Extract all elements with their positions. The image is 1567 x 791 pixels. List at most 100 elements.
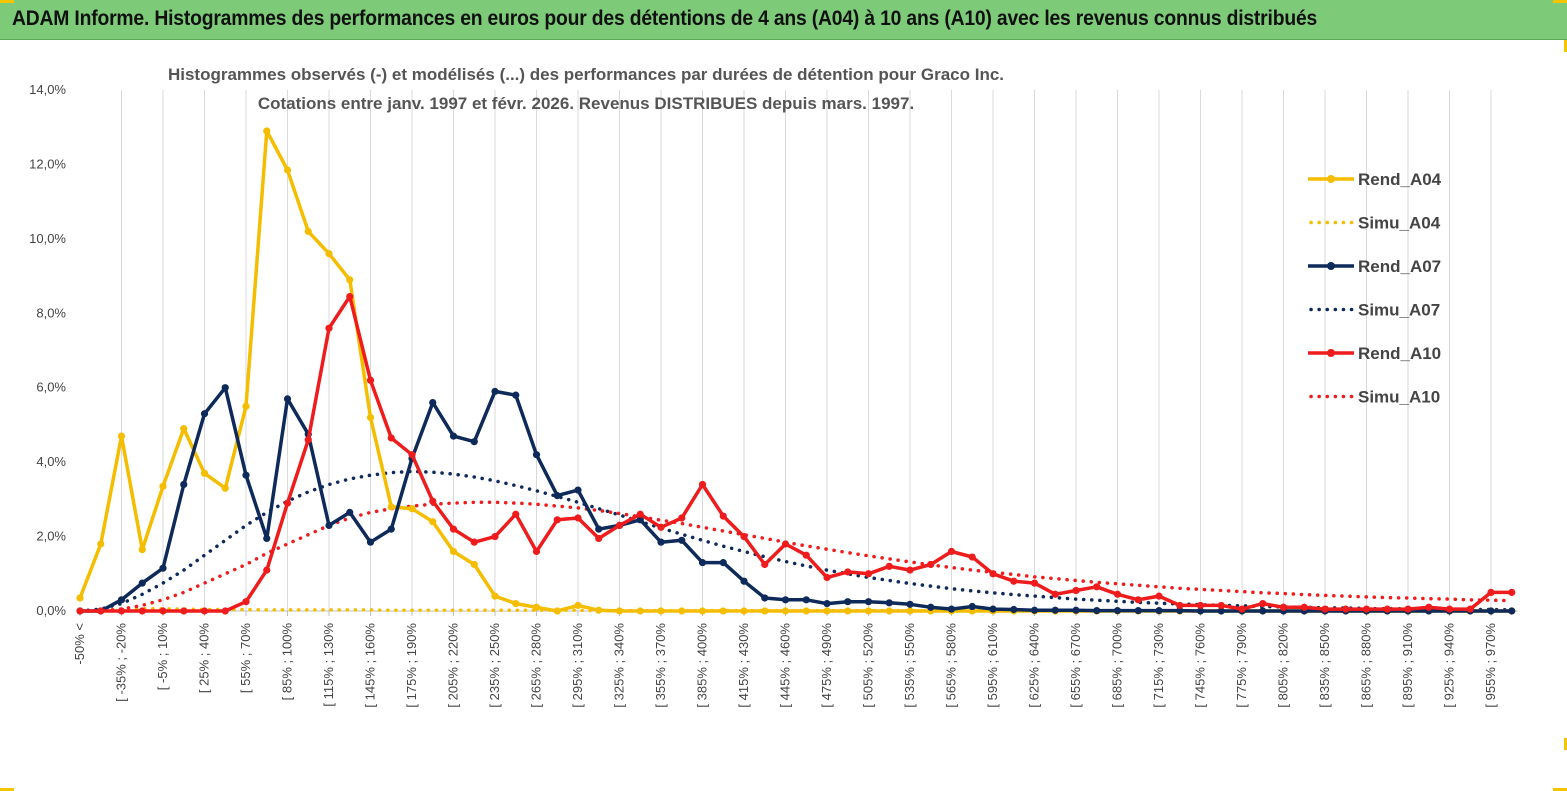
data-point — [885, 599, 893, 607]
data-point — [636, 516, 644, 524]
data-point — [740, 577, 748, 585]
data-point — [595, 525, 603, 533]
data-point — [989, 570, 997, 578]
data-point — [325, 521, 333, 530]
series-line — [78, 500, 1514, 613]
legend-label: Rend_A04 — [1358, 170, 1442, 189]
x-tick-label: [ 325% ; 340% — [612, 623, 627, 708]
data-point — [1010, 577, 1018, 585]
data-point — [615, 521, 624, 530]
x-tick-label: [ 85% ; 100% — [280, 623, 295, 701]
data-point — [1030, 579, 1039, 587]
data-point — [802, 551, 810, 559]
data-point — [408, 505, 416, 513]
data-point — [1113, 590, 1122, 598]
x-tick-label: [ 265% ; 280% — [529, 623, 544, 708]
data-point — [1051, 590, 1059, 598]
data-point — [408, 451, 416, 459]
data-point — [802, 607, 810, 615]
corner-mark-right-upper — [1564, 40, 1567, 52]
data-point — [387, 525, 395, 533]
data-point — [117, 432, 126, 440]
data-point — [429, 518, 437, 526]
data-point — [1300, 603, 1308, 611]
legend-label: Simu_A10 — [1358, 388, 1440, 407]
data-point — [180, 480, 188, 489]
data-point — [532, 451, 541, 459]
data-point — [242, 402, 250, 410]
x-tick-label: [ 205% ; 220% — [446, 623, 461, 708]
data-point — [429, 399, 437, 407]
data-point — [346, 292, 354, 301]
corner-mark-top-left — [0, 0, 14, 3]
x-tick-label: [ 745% ; 760% — [1193, 623, 1208, 708]
corner-mark-bottom-left — [0, 788, 14, 791]
data-point — [491, 592, 499, 600]
y-tick-label: 12,0% — [29, 156, 66, 171]
data-point — [346, 276, 354, 284]
data-point — [1176, 607, 1184, 615]
data-point — [242, 598, 250, 606]
data-point — [449, 547, 458, 556]
y-tick-label: 6,0% — [36, 380, 66, 395]
legend-item: Rend_A10 — [1308, 344, 1441, 363]
data-point — [512, 391, 520, 399]
data-point — [885, 562, 893, 570]
data-point — [263, 566, 271, 574]
data-point — [117, 596, 126, 604]
series-Rend_A10 — [76, 292, 1516, 615]
data-point — [512, 510, 520, 518]
data-point — [1321, 605, 1329, 613]
data-point — [1238, 605, 1246, 613]
data-point — [283, 166, 292, 174]
data-point — [844, 598, 852, 606]
data-point — [1217, 607, 1225, 615]
data-point — [636, 510, 644, 518]
data-point — [761, 594, 769, 602]
title-banner: ADAM Informe. Histogrammes des performan… — [0, 0, 1567, 40]
data-point — [76, 594, 84, 602]
data-point — [366, 376, 375, 384]
data-point — [947, 547, 956, 556]
x-tick-label: [ 445% ; 460% — [778, 623, 793, 708]
data-point — [657, 607, 665, 615]
banner-title: ADAM Informe. Histogrammes des performan… — [12, 7, 1318, 30]
x-tick-label: [ 385% ; 400% — [695, 623, 710, 708]
x-tick-label: [ 835% ; 850% — [1317, 623, 1332, 708]
data-point — [906, 566, 914, 574]
series-line — [80, 385, 1512, 613]
x-axis-ticks: -50% < [ -35% ; -20% [ -5% ; 10% [ 25% ; 40… — [72, 611, 1498, 708]
data-point — [574, 486, 582, 494]
data-point — [180, 607, 188, 615]
data-point — [97, 540, 105, 548]
data-point — [159, 607, 167, 615]
data-point — [180, 425, 188, 433]
data-point — [1155, 607, 1163, 615]
series-Simu_A07 — [78, 469, 1514, 613]
x-tick-label: [ 715% ; 730% — [1151, 623, 1166, 708]
grid-lines — [121, 90, 1492, 611]
data-point — [1072, 586, 1080, 595]
data-point — [719, 512, 727, 520]
y-axis-ticks: 0,0% 2,0% 4,0% 6,0% 8,0% 10,0% 12,0% 14,0% — [29, 82, 66, 618]
data-point — [159, 564, 167, 572]
legend-label: Simu_A04 — [1358, 214, 1441, 233]
data-point — [325, 324, 333, 332]
data-point — [740, 532, 748, 541]
x-tick-label: [ 535% ; 550% — [902, 623, 917, 708]
data-point — [968, 602, 976, 611]
x-tick-label: [ 295% ; 310% — [570, 623, 585, 708]
legend-item: Simu_A07 — [1309, 301, 1440, 320]
data-point — [429, 497, 437, 505]
x-tick-label: [ 355% ; 370% — [653, 623, 668, 708]
histogram-chart: 0,0% 2,0% 4,0% 6,0% 8,0% 10,0% 12,0% 14,0% -50%… — [29, 65, 1518, 708]
series-line — [78, 469, 1514, 613]
corner-mark-top-right — [1553, 0, 1567, 3]
data-point — [864, 570, 873, 578]
data-point — [802, 596, 810, 604]
x-tick-label: [ 895% ; 910% — [1400, 623, 1415, 708]
data-point — [678, 536, 686, 544]
data-point — [781, 607, 790, 615]
y-tick-label: 4,0% — [36, 454, 66, 469]
data-point — [387, 503, 395, 511]
